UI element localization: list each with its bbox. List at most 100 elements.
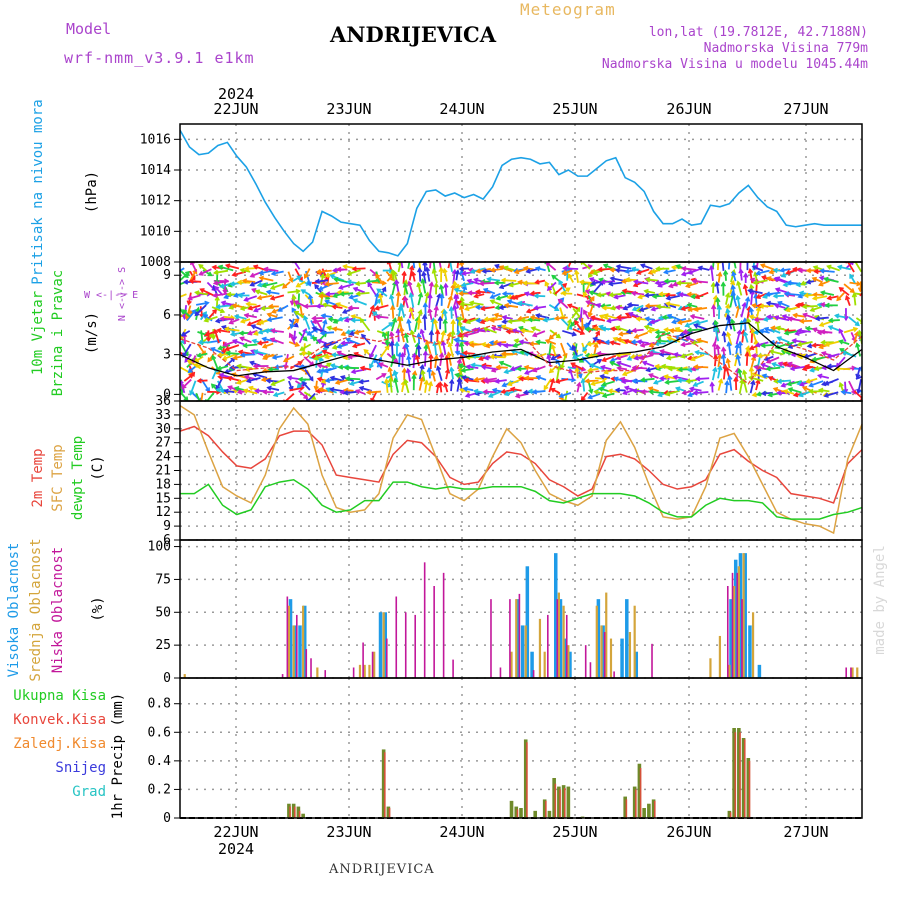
cloud-bar-high bbox=[516, 599, 520, 678]
wind-barb-head bbox=[174, 288, 178, 292]
wind-barb bbox=[218, 344, 231, 350]
wind-barb-head bbox=[748, 375, 754, 381]
wind-barb-head bbox=[216, 365, 222, 371]
wind-barb-head bbox=[325, 387, 331, 393]
wind-barb bbox=[240, 268, 251, 273]
wind-barb-head bbox=[435, 365, 442, 371]
wind-barb-head bbox=[751, 265, 757, 271]
wind-barb-head bbox=[535, 375, 541, 381]
wind-barb-head bbox=[346, 279, 352, 285]
wind-barb-head bbox=[580, 377, 586, 384]
precip-bar-total bbox=[732, 728, 736, 818]
wind-barb-head bbox=[675, 264, 681, 270]
wind-barb-head bbox=[839, 348, 845, 353]
wind-barb-head bbox=[420, 278, 426, 284]
wind-barb bbox=[409, 293, 415, 308]
wind-barb bbox=[302, 381, 311, 391]
wind-barb bbox=[312, 316, 326, 320]
wind-barb bbox=[590, 363, 605, 371]
wind-barb-head bbox=[313, 355, 319, 361]
wind-barb-head bbox=[518, 325, 524, 331]
wind-barb-head bbox=[245, 301, 251, 307]
wind-barb-head bbox=[592, 270, 598, 276]
wind-barb-head bbox=[496, 341, 502, 347]
cloud-bar-low bbox=[613, 671, 615, 678]
wind-barb-head bbox=[315, 303, 321, 309]
wind-barb-head bbox=[314, 388, 321, 394]
wind-barb bbox=[484, 317, 498, 321]
wind-barb-head bbox=[332, 318, 338, 324]
wind-barb-head bbox=[248, 385, 254, 391]
cloud-bar-mid bbox=[287, 605, 291, 678]
wind-barb-head bbox=[446, 331, 452, 338]
wind-barb-head bbox=[614, 304, 621, 311]
wind-barb-head bbox=[512, 342, 518, 348]
wind-barb bbox=[760, 329, 770, 334]
wind-barb-head bbox=[331, 344, 338, 350]
wind-barb-head bbox=[805, 325, 811, 332]
wind-barb bbox=[725, 293, 730, 305]
wind-barb-head bbox=[288, 277, 294, 284]
wind-barb bbox=[712, 305, 716, 318]
wind-barb-head bbox=[819, 329, 826, 335]
wind-barb-head bbox=[731, 270, 737, 277]
wind-barb bbox=[688, 267, 702, 275]
wind-barb bbox=[664, 375, 677, 380]
cloud-bar-high bbox=[298, 625, 302, 678]
wind-barb-head bbox=[542, 317, 548, 323]
wind-barb-head bbox=[609, 276, 615, 282]
wind-barb bbox=[739, 269, 743, 281]
wind-barb-head bbox=[301, 351, 307, 357]
wind-barb bbox=[745, 297, 750, 309]
wind-barb-head bbox=[316, 338, 322, 344]
wind-barb-head bbox=[324, 272, 330, 278]
wind-barb-head bbox=[197, 339, 204, 346]
wind-barb-head bbox=[631, 306, 638, 312]
wind-barb-head bbox=[680, 305, 686, 312]
wind-barb bbox=[777, 336, 790, 344]
wind-barb-head bbox=[753, 329, 759, 335]
wind-barb bbox=[845, 295, 851, 306]
ytick-label-wind: 9 bbox=[163, 268, 171, 283]
wind-barb-head bbox=[736, 280, 742, 286]
wind-barb bbox=[211, 347, 224, 355]
cloud-bar-mid bbox=[538, 618, 542, 678]
wind-barb-head bbox=[674, 326, 681, 332]
wind-barb-head bbox=[522, 265, 529, 272]
wind-barb-head bbox=[710, 304, 717, 310]
wind-barb-head bbox=[635, 269, 642, 275]
wind-barb bbox=[425, 267, 431, 282]
wind-barb bbox=[303, 391, 316, 400]
wind-barb-head bbox=[664, 301, 671, 307]
wind-barb-head bbox=[301, 381, 307, 387]
wind-barb bbox=[460, 270, 465, 282]
wind-barb bbox=[740, 302, 746, 318]
wind-barb-head bbox=[401, 270, 407, 276]
wind-barb-head bbox=[631, 378, 637, 384]
wind-barb bbox=[446, 332, 452, 345]
wind-barb-head bbox=[306, 281, 312, 287]
wind-barb bbox=[394, 378, 399, 393]
wind-barb bbox=[576, 382, 581, 393]
wind-barb bbox=[404, 296, 409, 309]
cloud-bar-low bbox=[433, 586, 435, 678]
wind-barb-head bbox=[712, 354, 719, 360]
wind-barb-head bbox=[601, 357, 607, 363]
wind-barb-head bbox=[602, 263, 609, 269]
cloud-bar-low bbox=[281, 674, 284, 678]
wind-barb bbox=[843, 327, 858, 334]
precip-bar-convective bbox=[526, 742, 528, 818]
wind-barb bbox=[616, 269, 627, 272]
wind-barb bbox=[589, 277, 600, 283]
wind-barb-head bbox=[818, 281, 824, 287]
precip-bar-convective bbox=[729, 812, 732, 818]
wind-barb bbox=[838, 329, 847, 342]
wind-barb-head bbox=[621, 371, 628, 377]
wind-barb-head bbox=[494, 378, 500, 384]
wind-barb-head bbox=[391, 317, 398, 323]
wind-barb-head bbox=[467, 290, 473, 296]
wind-barb-head bbox=[851, 292, 858, 298]
wind-barb-head bbox=[628, 311, 634, 317]
wind-barb-head bbox=[261, 282, 267, 289]
wind-barb bbox=[289, 386, 304, 392]
